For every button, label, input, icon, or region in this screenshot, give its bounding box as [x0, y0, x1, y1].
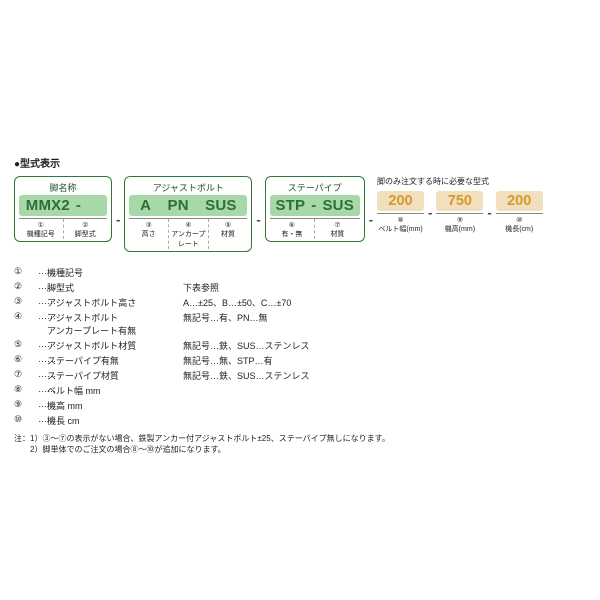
box-adjust-bolt: アジャストボルト A PN SUS ③高さ ④アンカープレート ⑤材質 [124, 176, 252, 252]
definition-row: ②……脚型式下表参照 [14, 281, 586, 294]
definition-row: ③……アジャストボルト高さA…±25、B…±50、C…±70 [14, 296, 586, 309]
box-stay-pipe: ステーパイプ STP-SUS ⑥有・無 ⑦材質 [265, 176, 365, 242]
footnote: 注：1）③〜⑦の表示がない場合、鉄製アンカー付アジャストボルト±25、ステーパイ… [14, 433, 586, 455]
tail-height: 750 ⑨機高(mm) [436, 190, 483, 234]
definition-row: ⑦……ステーパイプ材質無記号…鉄、SUS…ステンレス [14, 369, 586, 382]
right-note: 脚のみ注文する時に必要な型式 [377, 176, 489, 187]
code-text: MMX2 [26, 197, 70, 214]
section-header: ●型式表示 [14, 155, 586, 170]
definition-row: ①……機種記号 [14, 266, 586, 279]
definition-row: ④……アジャストボルトアンカープレート有無無記号…有、PN…無 [14, 311, 586, 337]
definitions-list: ①……機種記号 ②……脚型式下表参照 ③……アジャストボルト高さA…±25、B…±5… [14, 266, 586, 427]
definition-row: ⑨……機高 mm [14, 399, 586, 412]
tail-belt-width: 200 ⑧ベルト幅(mm) [377, 190, 424, 234]
definition-row: ⑧……ベルト幅 mm [14, 384, 586, 397]
tail-length: 200 ⑩機長(cm) [496, 190, 543, 234]
definition-row: ⑥……ステーパイプ有無無記号…無、STP…有 [14, 354, 586, 367]
hyphen: - [116, 202, 120, 227]
box-leg-name: 脚名称 MMX2- ①機種記号 ②脚型式 [14, 176, 112, 242]
model-row: 脚名称 MMX2- ①機種記号 ②脚型式 - アジャストボルト A PN SUS… [14, 176, 586, 252]
definition-row: ⑩……機長 cm [14, 414, 586, 427]
definition-row: ⑤……アジャストボルト材質無記号…鉄、SUS…ステンレス [14, 339, 586, 352]
box-label: 脚名称 [19, 179, 107, 194]
